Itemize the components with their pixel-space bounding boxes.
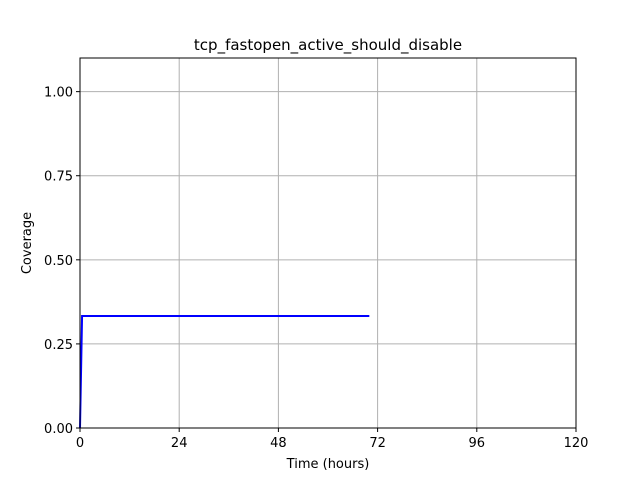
y-tick-label: 0.00 [44,422,73,437]
x-axis-label: Time (hours) [286,457,370,472]
x-axis: 0 24 48 72 96 120 [76,428,589,451]
y-axis-label: Coverage [20,212,35,274]
x-tick-label: 24 [171,436,188,451]
x-tick-label: 120 [564,436,589,451]
y-tick-label: 1.00 [44,86,73,101]
x-tick-label: 48 [270,436,287,451]
y-tick-label: 0.25 [44,338,73,353]
y-axis: 0.00 0.25 0.50 0.75 1.00 [44,86,80,437]
x-tick-label: 72 [369,436,386,451]
plot-frame [79,57,577,429]
y-tick-label: 0.75 [44,170,73,185]
x-tick-label: 0 [76,436,84,451]
series-line [79,314,370,429]
x-tick-label: 96 [469,436,486,451]
chart-title: tcp_fastopen_active_should_disable [194,36,462,55]
y-tick-label: 0.50 [44,254,73,269]
series-layer [79,314,370,429]
